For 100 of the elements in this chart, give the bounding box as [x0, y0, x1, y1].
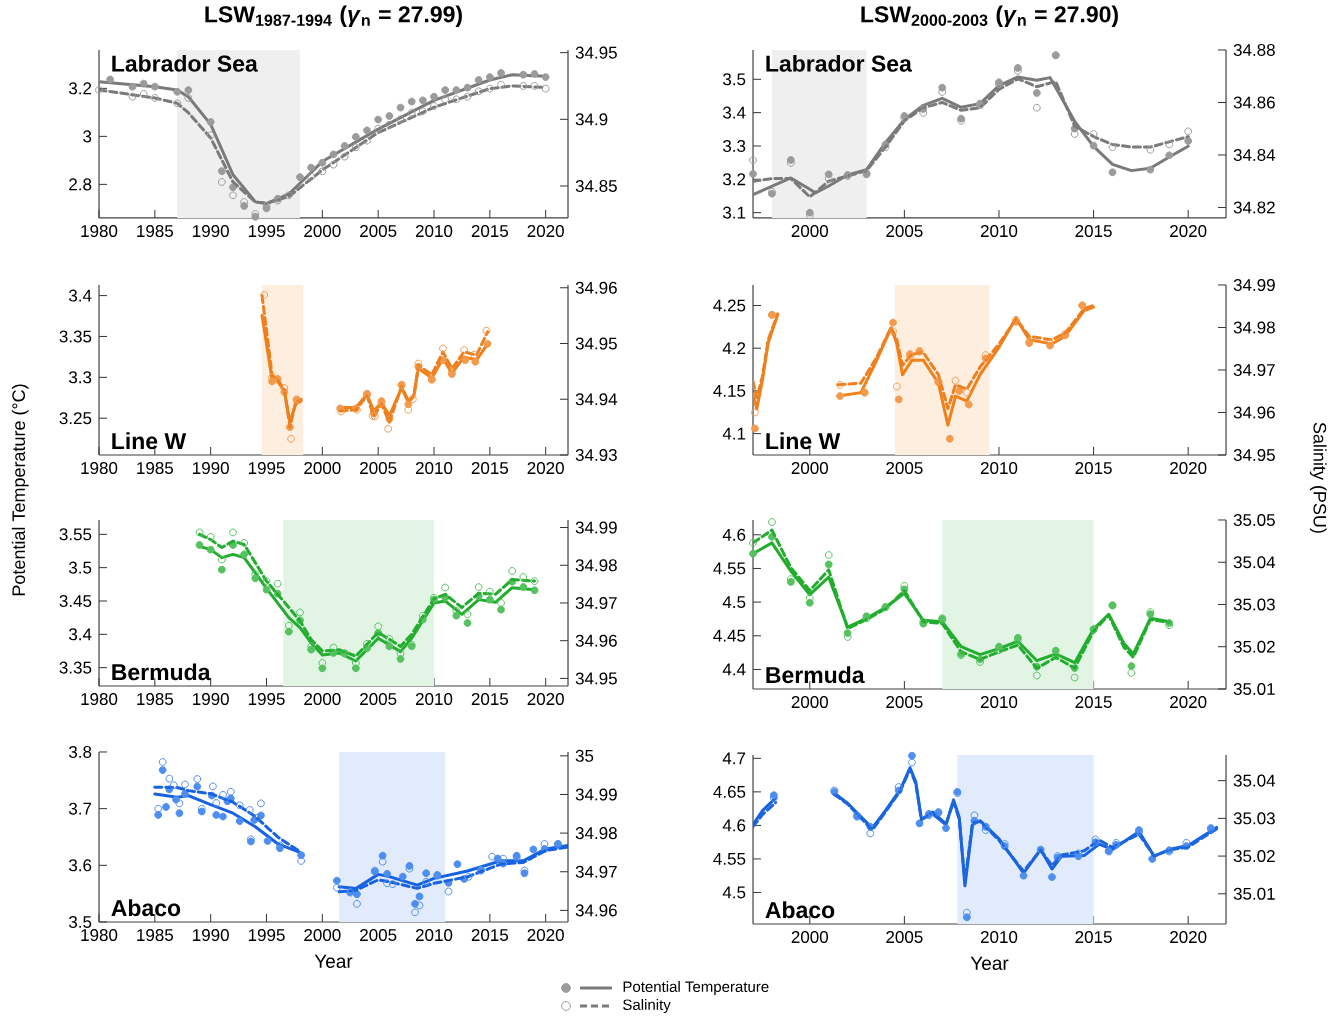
x-tick-label: 1990	[193, 225, 229, 238]
x-tick-label: 2010	[415, 462, 453, 475]
y-tick-label: 4.45	[713, 629, 746, 642]
x-tick-label: 1980	[81, 225, 118, 238]
y-tick-label: 3.4	[68, 628, 92, 641]
y2-tick-label: 34.84	[1233, 148, 1276, 161]
y-tick-label: 3.2	[68, 82, 92, 95]
x-tick-label: 2020	[1170, 462, 1207, 475]
y-tick-label: 3.5	[723, 73, 746, 86]
x-tick-label: 2010	[415, 225, 453, 238]
x-tick-label: 2000	[791, 696, 829, 709]
y2-tick-label: 35.05	[1233, 513, 1275, 526]
y-tick-label: 3.7	[68, 802, 92, 815]
y2-tick-label: 34.93	[575, 448, 617, 461]
y2-tick-label: 34.96	[1233, 406, 1275, 419]
y-tick-label: 3.5	[68, 915, 92, 928]
x-tick-label: 2015	[1075, 225, 1112, 238]
y2-tick-label: 34.96	[575, 281, 617, 294]
x-tick-label: 2020	[527, 462, 564, 475]
x-tick-label: 2015	[1075, 931, 1112, 944]
annotation: Labrador Sea	[112, 54, 258, 72]
y2-tick-label: 35.02	[1233, 850, 1275, 863]
y2-tick-label: 34.97	[1233, 363, 1275, 376]
x-tick-label: 2015	[471, 462, 509, 475]
y-tick-label: 3.4	[68, 289, 92, 302]
annotation: Abaco	[111, 899, 181, 917]
annotation: Line W	[112, 432, 187, 450]
y-tick-label: 3.8	[68, 745, 92, 758]
x-tick-label: 1995	[248, 929, 285, 942]
legend-label: Salinity	[623, 998, 671, 1013]
x-tick-label: 2000	[304, 929, 341, 942]
y2-tick-label: 34.95	[575, 337, 617, 350]
x-tick-label: 2010	[980, 225, 1018, 238]
y2-tick-label: 34.97	[575, 865, 617, 878]
y-tick-label: 3.1	[723, 206, 746, 219]
x-tick-label: 2000	[791, 462, 829, 475]
legend-label: Potential Temperature	[623, 980, 769, 995]
x-tick-label: 1990	[193, 693, 229, 706]
y-tick-label: 3	[83, 130, 92, 143]
y-tick-label: 3.5	[68, 561, 92, 574]
y2-tick-label: 35	[575, 749, 594, 762]
x-tick-label: 2010	[980, 931, 1018, 944]
x-tick-label: 2000	[304, 225, 341, 238]
x-tick-label: 2020	[527, 225, 564, 238]
annotation: Labrador Sea	[766, 54, 912, 72]
y-tick-label: 3.3	[68, 371, 92, 384]
y-tick-label: 4.55	[713, 853, 746, 865]
x-tick-label: 1985	[137, 929, 174, 942]
y-tick-label: 4.5	[722, 596, 746, 609]
x-tick-label: 2020	[527, 693, 564, 706]
y-tick-label: 3.35	[59, 330, 92, 343]
x-tick-label: 2020	[1170, 696, 1207, 709]
x-tick-label: 2020	[1170, 931, 1207, 944]
y2-tick-label: 34.96	[575, 904, 617, 917]
annotation: Line W	[766, 432, 841, 450]
chart-title: LSW$_{2000-2003}$ (γ$_{n}$ = 27.90)	[861, 5, 1118, 27]
y2-tick-label: 35.04	[1233, 774, 1276, 787]
y-tick-label: 4.2	[722, 342, 746, 355]
y-tick-label: 3.45	[59, 594, 92, 607]
y2-tick-label: 35.01	[1233, 682, 1275, 695]
y-tick-label: 3.2	[723, 173, 746, 186]
x-tick-label: 1995	[248, 693, 285, 706]
y2-tick-label: 34.97	[575, 596, 617, 609]
y-tick-label: 3.6	[68, 859, 92, 872]
x-tick-label: 2015	[1075, 462, 1112, 475]
y-tick-label: 4.65	[713, 785, 746, 798]
y-tick-label: 2.8	[69, 178, 92, 191]
y-tick-label: 4.1	[722, 427, 746, 440]
x-tick-label: 1980	[81, 462, 118, 475]
x-tick-label: 2010	[980, 696, 1018, 709]
y-tick-label: 3.55	[59, 528, 92, 541]
x-tick-label: 1990	[193, 929, 229, 942]
x-axis-title: Year	[314, 954, 353, 968]
y2-tick-label: 34.96	[575, 634, 617, 647]
x-tick-label: 2010	[415, 693, 453, 706]
annotation: Bermuda	[112, 663, 211, 681]
x-tick-label: 1985	[137, 693, 174, 706]
x-axis-title: Year	[970, 956, 1009, 970]
y2-tick-label: 35.04	[1233, 556, 1276, 569]
x-tick-label: 2020	[1170, 225, 1207, 238]
x-tick-label: 2005	[360, 462, 397, 475]
x-tick-label: 2015	[471, 693, 509, 706]
x-tick-label: 1980	[81, 693, 118, 706]
x-tick-label: 2000	[304, 693, 341, 706]
x-tick-label: 1990	[193, 462, 229, 475]
y-tick-label: 3.35	[59, 661, 92, 674]
x-tick-label: 2020	[527, 929, 564, 942]
y-tick-label: 4.6	[722, 528, 746, 541]
y2-tick-label: 34.95	[575, 672, 617, 685]
x-tick-label: 2000	[791, 225, 829, 238]
x-tick-label: 2005	[360, 225, 397, 238]
x-tick-label: 2005	[360, 929, 397, 942]
y2-tick-label: 34.85	[575, 179, 617, 192]
y-axis-title: Potential Temperature (°C)	[11, 384, 29, 596]
x-tick-label: 1985	[137, 225, 174, 238]
y2-tick-label: 35.01	[1233, 887, 1275, 900]
y2-tick-label: 34.99	[575, 521, 617, 534]
x-tick-label: 2000	[304, 462, 341, 475]
x-tick-label: 1980	[81, 929, 118, 942]
y-tick-label: 4.7	[722, 752, 746, 765]
